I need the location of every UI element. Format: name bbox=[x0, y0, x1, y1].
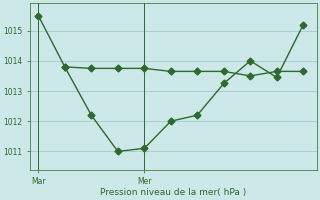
X-axis label: Pression niveau de la mer( hPa ): Pression niveau de la mer( hPa ) bbox=[100, 188, 247, 197]
